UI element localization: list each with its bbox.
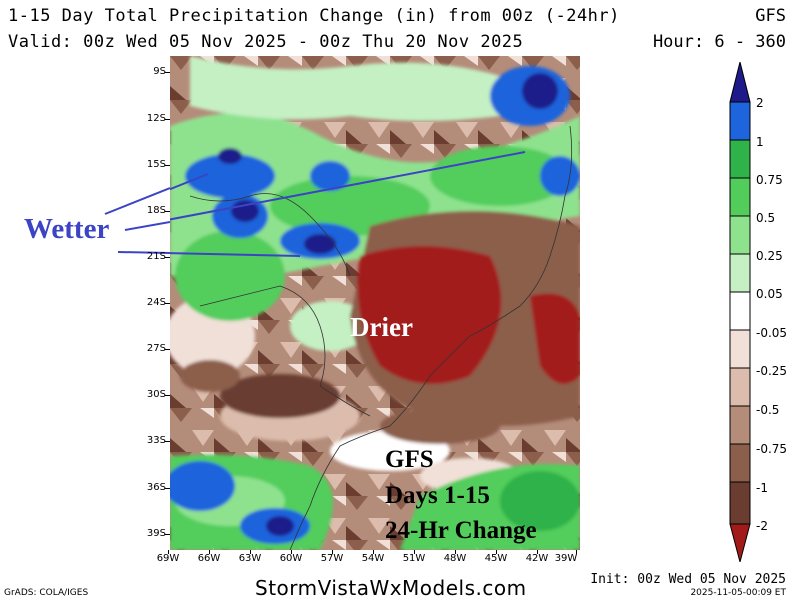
colorbar-label: 0.25	[756, 249, 783, 263]
colorbar-label: -1	[756, 481, 768, 495]
colorbar-top-arrow	[729, 62, 751, 103]
lat-label: 15S	[146, 159, 166, 170]
grads-credit: GrADS: COLA/IGES	[4, 588, 89, 598]
lon-label: 45W	[484, 553, 508, 564]
timestamp: 2025-11-05-00:09 ET	[690, 588, 786, 598]
gfs-note-line1: GFS	[385, 446, 434, 473]
lat-label: 12S	[146, 113, 166, 124]
colorbar-label: 0.05	[756, 287, 783, 301]
map-canvas	[170, 56, 580, 550]
map-title: 1-15 Day Total Precipitation Change (in)…	[8, 6, 620, 26]
lat-label: 30S	[146, 389, 166, 400]
lat-label: 9S	[153, 66, 166, 77]
wetter-arrows-left	[104, 187, 170, 254]
lon-label: 60W	[279, 553, 303, 564]
precipitation-change-map	[170, 56, 580, 550]
colorbar	[729, 62, 751, 562]
drier-label: Drier	[350, 312, 413, 342]
forecast-hours: Hour: 6 - 360	[652, 32, 786, 52]
lon-label: 63W	[238, 553, 262, 564]
colorbar-label: -2	[756, 519, 768, 533]
colorbar-label: -0.05	[756, 326, 788, 340]
colorbar-label: 2	[756, 96, 764, 110]
lat-label: 33S	[146, 435, 166, 446]
lat-label: 27S	[146, 343, 166, 354]
valid-period: Valid: 00z Wed 05 Nov 2025 - 00z Thu 20 …	[8, 32, 524, 52]
gfs-note-line2: Days 1-15	[385, 482, 490, 509]
init-time: Init: 00z Wed 05 Nov 2025	[590, 572, 786, 587]
lat-label: 36S	[146, 482, 166, 493]
lon-label: 39W	[554, 553, 578, 564]
colorbar-label: 1	[756, 135, 764, 149]
lon-label: 57W	[320, 553, 344, 564]
lon-label: 48W	[443, 553, 467, 564]
lat-label: 39S	[146, 528, 166, 539]
lat-label: 24S	[146, 297, 166, 308]
lat-label: 18S	[146, 205, 166, 216]
brand-url: StormVistaWxModels.com	[255, 576, 527, 600]
lat-label: 21S	[146, 251, 166, 262]
model-name: GFS	[755, 6, 786, 26]
wetter-label: Wetter	[24, 213, 110, 245]
colorbar-label: -0.75	[756, 442, 788, 456]
colorbar-label: -0.5	[756, 403, 780, 417]
colorbar-label: 0.5	[756, 211, 776, 225]
colorbar-bottom-arrow	[729, 523, 751, 562]
lon-label: 51W	[402, 553, 426, 564]
lon-label: 69W	[156, 553, 180, 564]
lon-label: 54W	[361, 553, 385, 564]
wetter-arrows	[170, 151, 526, 257]
lon-label: 42W	[525, 553, 549, 564]
colorbar-label: 0.75	[756, 173, 783, 187]
lon-label: 66W	[197, 553, 221, 564]
colorbar-label: -0.25	[756, 364, 788, 378]
gfs-note-line3: 24-Hr Change	[385, 517, 537, 544]
